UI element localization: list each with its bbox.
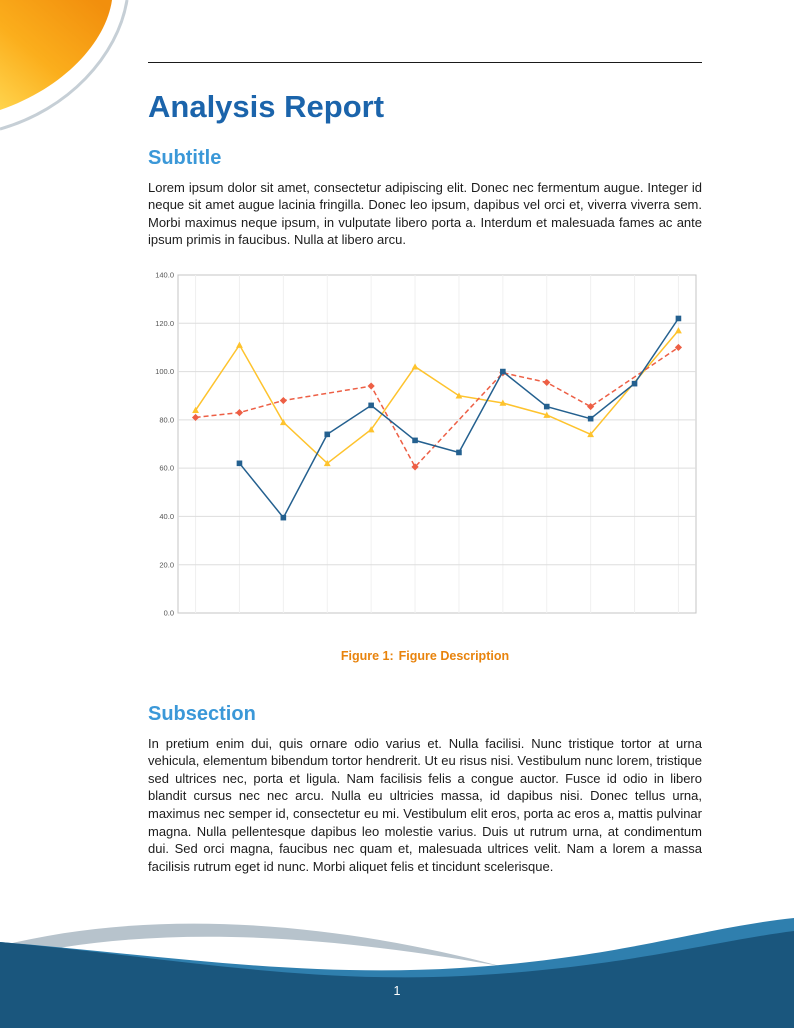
footer-gray-swoosh [0, 923, 500, 966]
paragraph-subsection: In pretium enim dui, quis ornare odio va… [148, 735, 702, 874]
figure-caption: Figure 1: Figure Description [148, 649, 702, 663]
svg-text:40.0: 40.0 [159, 512, 174, 521]
svg-text:60.0: 60.0 [159, 464, 174, 473]
paragraph-intro: Lorem ipsum dolor sit amet, consectetur … [148, 179, 702, 248]
corner-gray-arc [0, 0, 129, 131]
svg-text:80.0: 80.0 [159, 415, 174, 424]
svg-text:0.0: 0.0 [164, 608, 174, 617]
figure-caption-text: Figure Description [398, 648, 510, 663]
svg-text:100.0: 100.0 [155, 367, 174, 376]
header-rule [148, 62, 702, 63]
line-chart: 0.0 20.0 40.0 60.0 80.0 100.0 120.0 140.0 [148, 267, 702, 623]
section-heading-subtitle: Subtitle [148, 146, 222, 169]
document-content: Analysis Report Subtitle Lorem ipsum dol… [148, 62, 702, 875]
svg-text:120.0: 120.0 [155, 319, 174, 328]
corner-swoosh-decoration [0, 0, 129, 131]
section-heading-subsection: Subsection [148, 702, 256, 725]
corner-orange-shape [0, 0, 112, 110]
footer-wave-graphic [0, 918, 794, 1028]
svg-text:20.0: 20.0 [159, 560, 174, 569]
figure-1: 0.0 20.0 40.0 60.0 80.0 100.0 120.0 140.0 Figur… [148, 267, 702, 663]
footer-wave: 1 [0, 898, 794, 1028]
report-title: Analysis Report [148, 89, 385, 124]
page-number: 1 [393, 984, 401, 998]
figure-caption-label: Figure 1: [340, 648, 394, 663]
svg-text:140.0: 140.0 [155, 270, 174, 279]
footer-navy-wave [0, 931, 794, 1028]
